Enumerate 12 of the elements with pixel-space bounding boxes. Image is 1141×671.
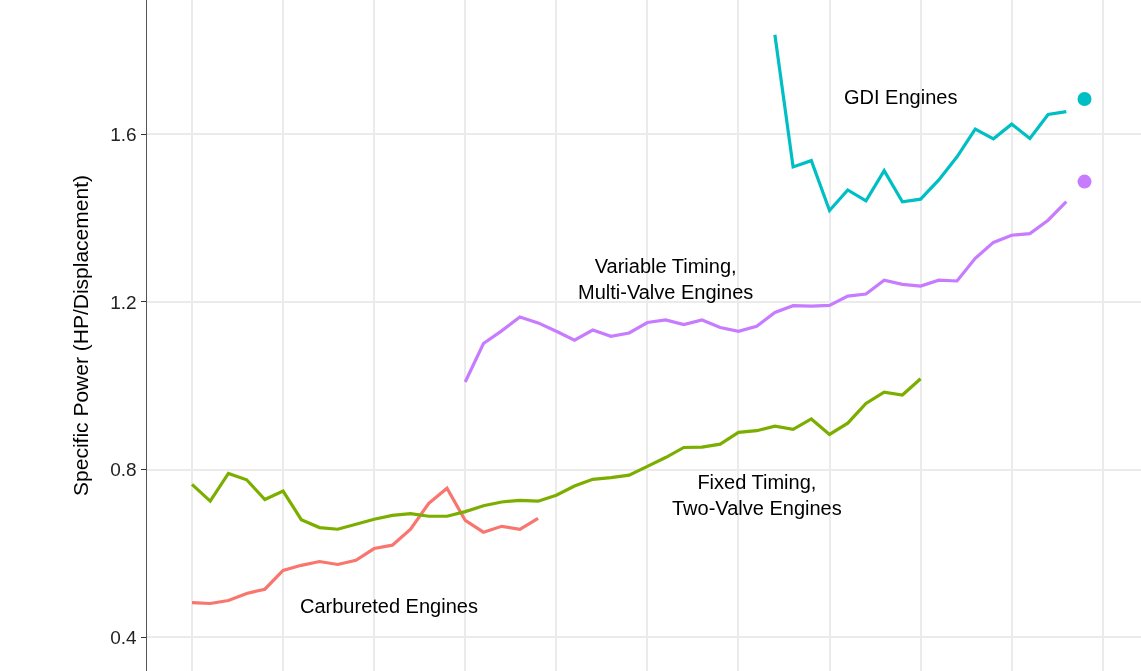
- series-label: Carbureted Engines: [300, 595, 478, 617]
- line-series: [463, 200, 1068, 384]
- y-tick-label: 1.2: [110, 291, 137, 313]
- y-axis-title: Specific Power (HP/Displacement): [68, 175, 92, 496]
- y-tick-label: 1.6: [110, 123, 137, 145]
- series-label: Fixed Timing, Two-Valve Engines: [672, 471, 842, 519]
- series-label: GDI Engines: [844, 86, 958, 108]
- line-series: [190, 377, 923, 531]
- y-tick-label: 0.8: [110, 459, 137, 481]
- line-series: [773, 33, 1068, 213]
- series-label: Variable Timing, Multi-Valve Engines: [578, 255, 754, 303]
- y-tick-label: 0.4: [110, 627, 138, 649]
